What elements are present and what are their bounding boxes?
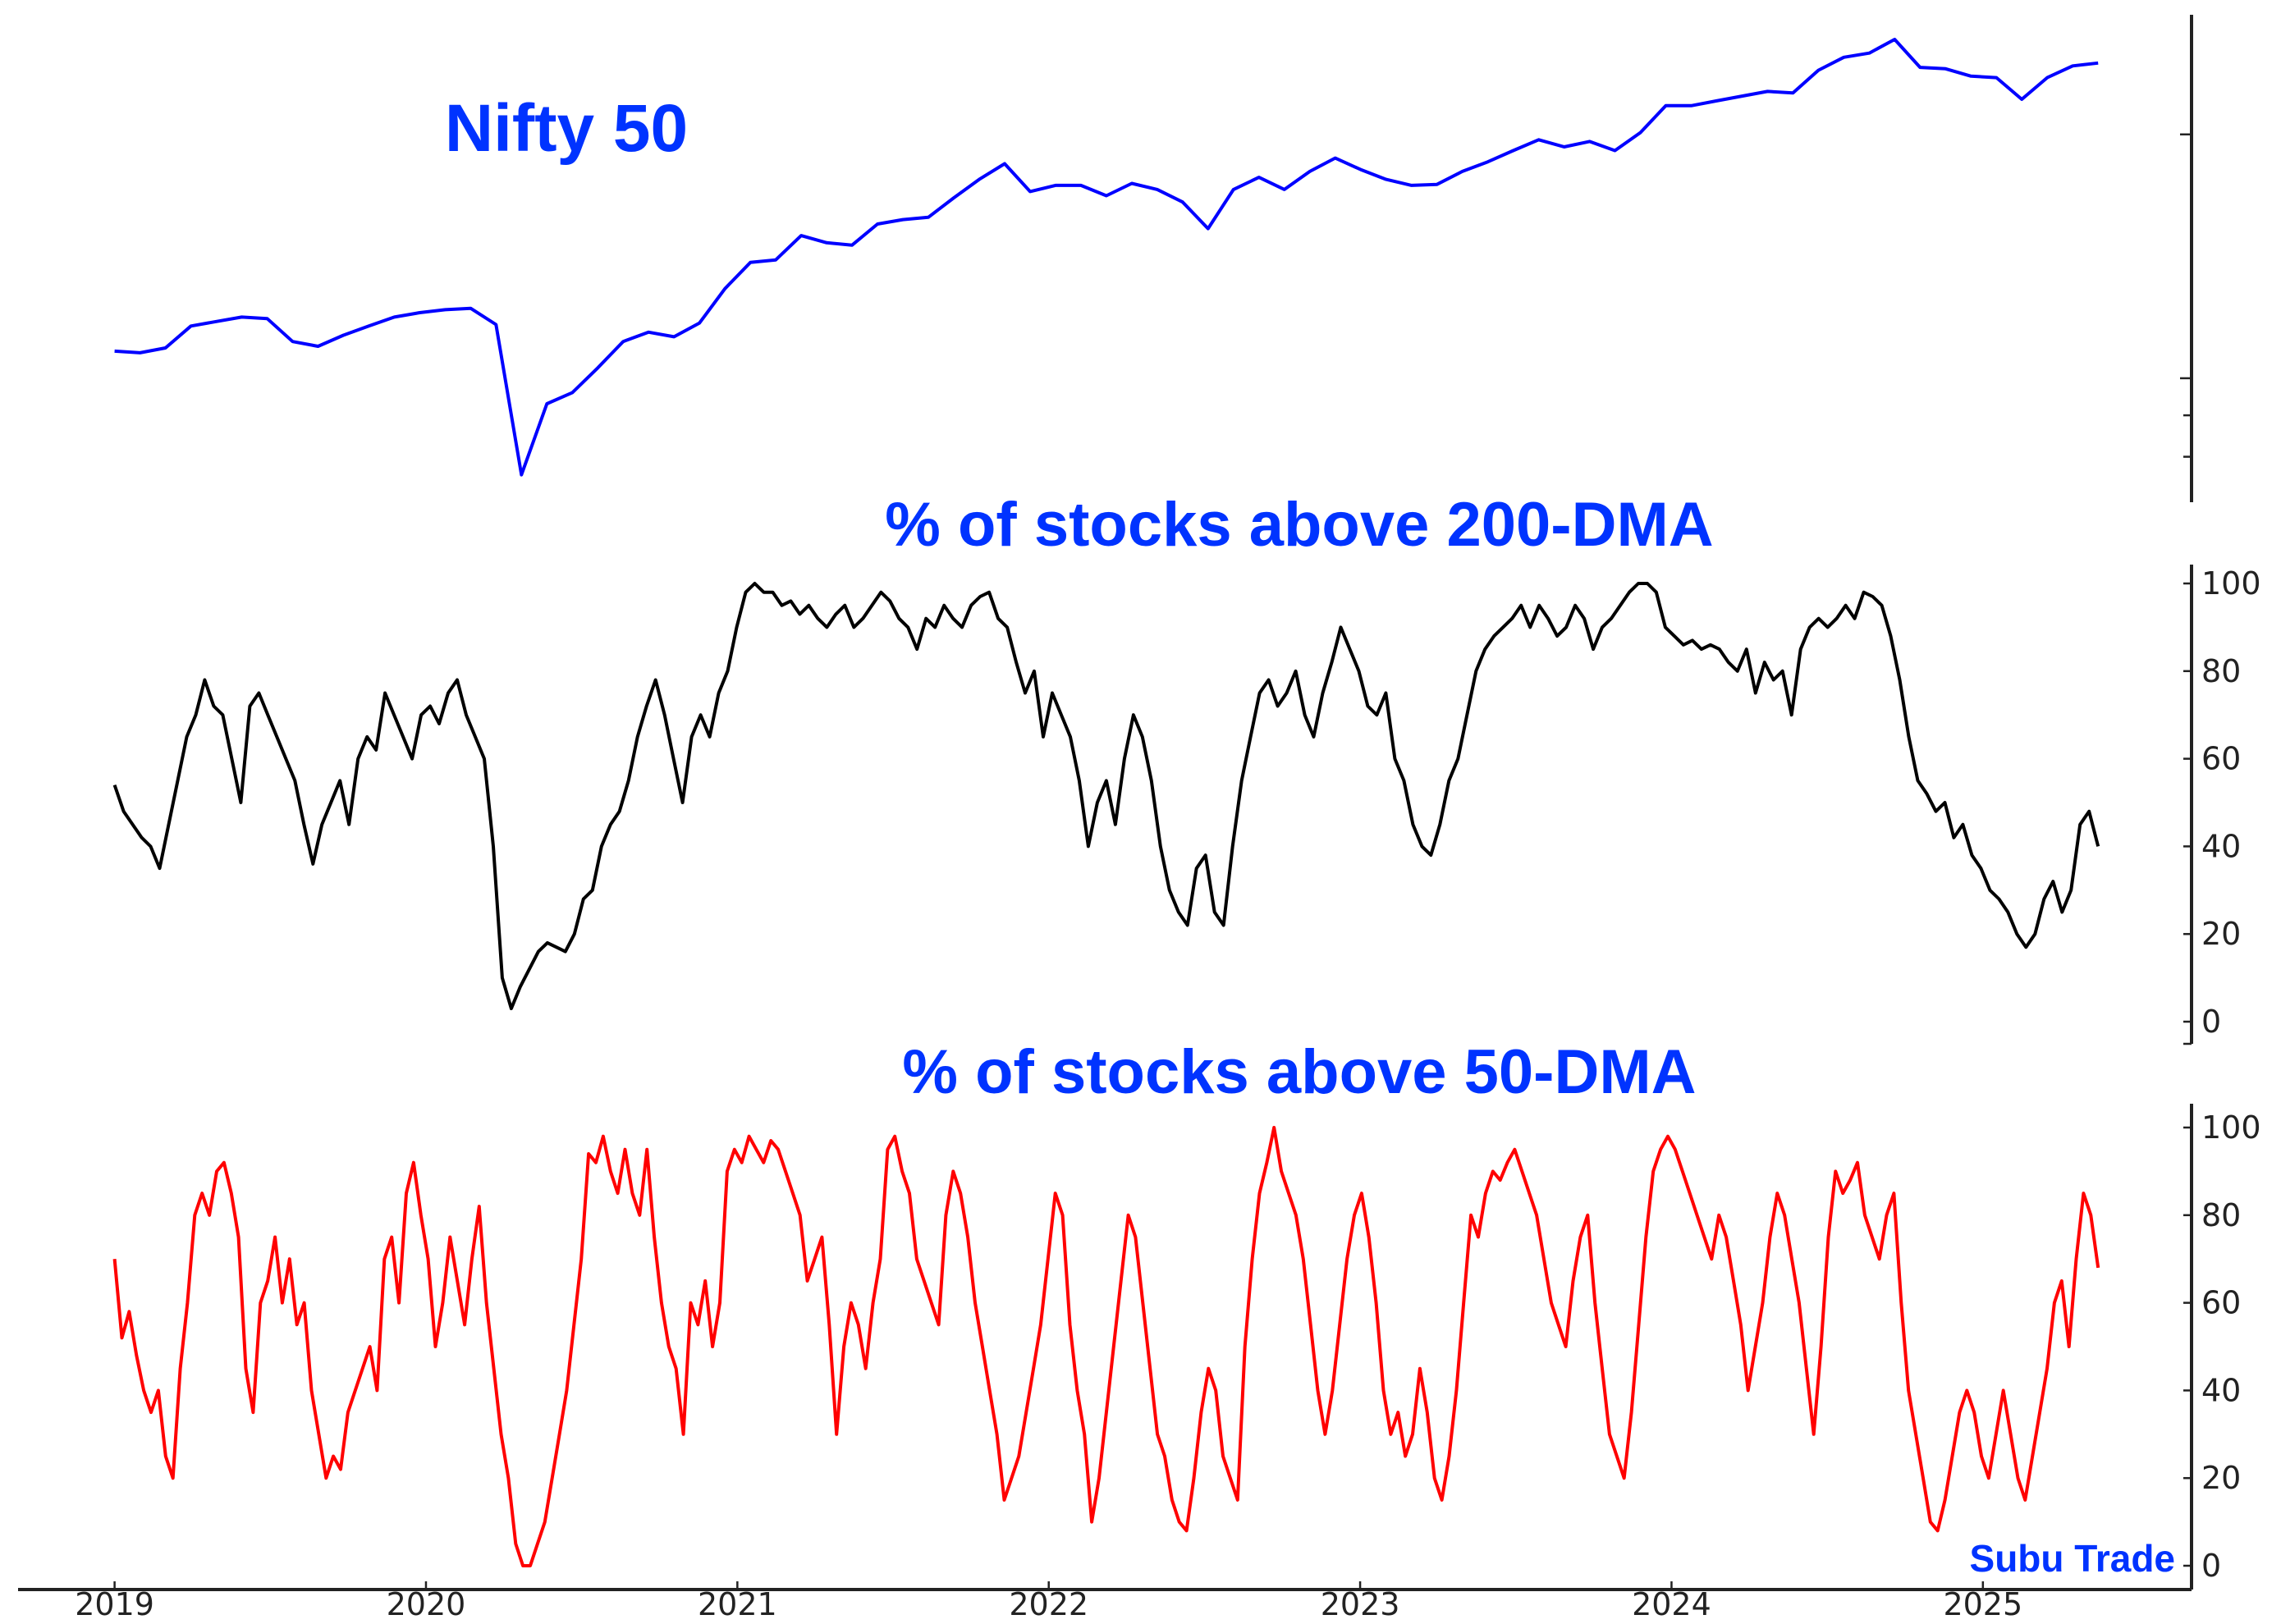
series-line-1 (114, 38, 2099, 477)
x-tick-label: 2020 (387, 1586, 466, 1622)
x-tick-label: 2019 (75, 1586, 154, 1622)
dma50-title: % of stocks above 50-DMA (902, 1037, 1696, 1107)
y-tick-label: 0 (2201, 1004, 2221, 1040)
y-tick-label: 60 (2201, 741, 2241, 777)
series-line-3 (112, 1126, 2100, 1567)
series-line-2 (112, 582, 2100, 1010)
x-tick-label: 2021 (698, 1586, 777, 1622)
x-tick-label: 2025 (1943, 1586, 2022, 1622)
y-tick-label: 80 (2201, 653, 2241, 689)
dma200-title: % of stocks above 200-DMA (885, 490, 1713, 560)
nifty-title: Nifty 50 (445, 91, 688, 166)
watermark: Subu Trade (1970, 1537, 2175, 1580)
x-tick-label: 2022 (1009, 1586, 1088, 1622)
x-tick-label: 2023 (1321, 1586, 1400, 1622)
y-tick-label: 100 (2201, 1109, 2261, 1146)
y-tick-label: 60 (2201, 1285, 2241, 1321)
y-tick-label: 100 (2201, 565, 2261, 602)
y-tick-label: 80 (2201, 1197, 2241, 1233)
y-tick-label: 0 (2201, 1548, 2221, 1584)
y-tick-label: 20 (2201, 916, 2241, 952)
y-tick-label: 40 (2201, 828, 2241, 864)
y-tick-label: 40 (2201, 1372, 2241, 1408)
x-tick-label: 2024 (1632, 1586, 1711, 1622)
y-tick-label: 20 (2201, 1460, 2241, 1496)
